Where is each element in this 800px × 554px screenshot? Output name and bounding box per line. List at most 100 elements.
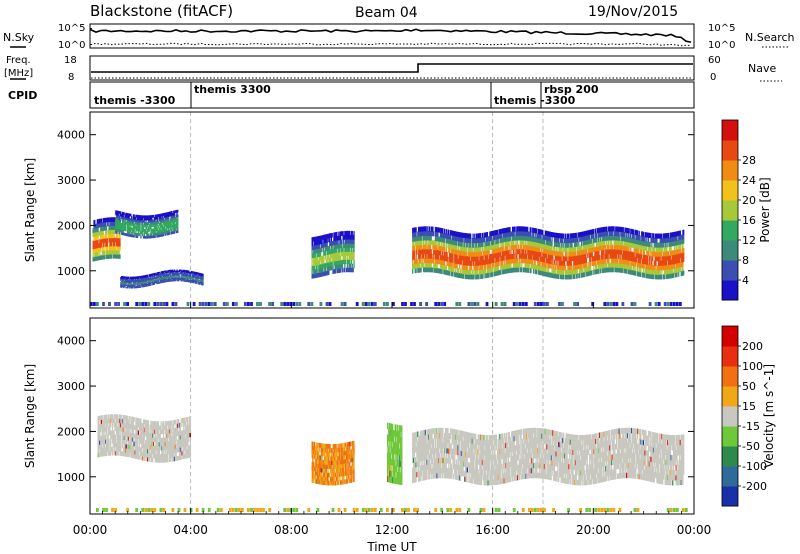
data-cell	[520, 244, 522, 250]
data-cell	[105, 242, 108, 247]
data-cell	[195, 272, 197, 274]
data-cell	[137, 233, 139, 236]
data-cell	[505, 246, 507, 252]
data-cell	[458, 245, 460, 251]
data-cell	[558, 255, 561, 261]
data-cell	[122, 225, 124, 229]
data-cell	[335, 236, 338, 241]
data-cell	[147, 280, 150, 282]
data-cell	[543, 253, 546, 259]
data-cell	[329, 249, 332, 255]
data-cell	[148, 275, 150, 277]
data-cell	[555, 237, 557, 243]
data-cell	[152, 233, 155, 236]
data-cell	[163, 273, 166, 275]
data-cell	[542, 252, 544, 258]
data-cell	[563, 274, 565, 280]
data-cell	[94, 228, 96, 233]
data-cell	[628, 260, 630, 266]
data-cell	[449, 234, 452, 240]
data-cell	[471, 247, 473, 253]
data-cell	[131, 218, 133, 222]
data-cell	[460, 241, 463, 247]
data-cell	[638, 230, 640, 236]
data-cell	[628, 255, 630, 261]
data-cell	[152, 277, 154, 280]
data-cell	[670, 259, 672, 265]
data-cell	[659, 274, 661, 280]
data-cell	[559, 251, 562, 257]
data-cell	[134, 232, 136, 236]
data-cell	[445, 256, 447, 262]
data-cell	[447, 229, 449, 235]
data-cell	[109, 254, 111, 259]
data-cell	[189, 275, 192, 277]
data-cell	[515, 231, 517, 237]
data-cell	[455, 254, 458, 260]
data-cell	[621, 240, 623, 246]
data-cell	[421, 249, 423, 255]
data-cell	[669, 246, 671, 252]
data-cell	[192, 280, 194, 283]
data-cell	[630, 242, 632, 248]
data-cell	[594, 255, 596, 261]
data-cell	[329, 262, 331, 267]
data-cell	[420, 258, 422, 264]
data-cell	[152, 230, 154, 234]
data-cell	[661, 242, 663, 248]
data-cell	[510, 249, 512, 255]
data-cell	[340, 259, 343, 265]
data-cell	[183, 280, 185, 282]
data-cell	[119, 218, 121, 221]
data-cell	[330, 245, 333, 250]
data-cell	[139, 219, 141, 223]
data-cell	[132, 277, 135, 280]
data-cell	[322, 247, 324, 252]
data-cell	[491, 267, 494, 273]
data-cell	[489, 263, 491, 269]
data-cell	[149, 226, 151, 230]
data-cell	[129, 284, 131, 287]
data-cell	[574, 251, 576, 257]
data-cell	[169, 211, 171, 215]
data-cell	[128, 278, 130, 281]
data-cell	[412, 250, 414, 256]
data-cell	[168, 271, 170, 273]
data-cell	[604, 254, 606, 260]
data-cell	[548, 254, 551, 260]
data-cell	[154, 277, 156, 279]
data-cell	[558, 233, 560, 239]
data-cell	[618, 258, 620, 264]
data-cell	[130, 220, 132, 224]
data-cell	[166, 225, 168, 229]
data-cell	[162, 281, 164, 283]
data-cell	[558, 264, 560, 270]
data-cell	[337, 268, 339, 274]
data-cell	[510, 231, 512, 237]
data-cell	[583, 263, 585, 269]
data-cell	[121, 277, 123, 279]
data-cell	[414, 263, 416, 269]
data-cell	[434, 267, 437, 273]
data-cell	[682, 257, 684, 263]
data-cell	[341, 259, 343, 265]
data-cell	[501, 237, 503, 243]
data-cell	[473, 260, 475, 266]
data-cell	[590, 261, 592, 267]
data-cell	[606, 231, 609, 237]
data-cell	[541, 270, 543, 276]
data-cell	[522, 258, 525, 264]
data-cell	[173, 274, 175, 276]
data-cell	[107, 217, 109, 223]
data-cell	[507, 259, 510, 265]
data-cell	[655, 274, 657, 280]
data-cell	[119, 242, 121, 247]
data-cell	[460, 273, 462, 279]
data-cell	[666, 246, 668, 252]
data-cell	[548, 231, 550, 237]
data-cell	[162, 220, 164, 223]
data-cell	[534, 255, 536, 261]
data-cell	[657, 269, 660, 275]
data-cell	[675, 236, 677, 242]
data-cell	[116, 212, 119, 216]
